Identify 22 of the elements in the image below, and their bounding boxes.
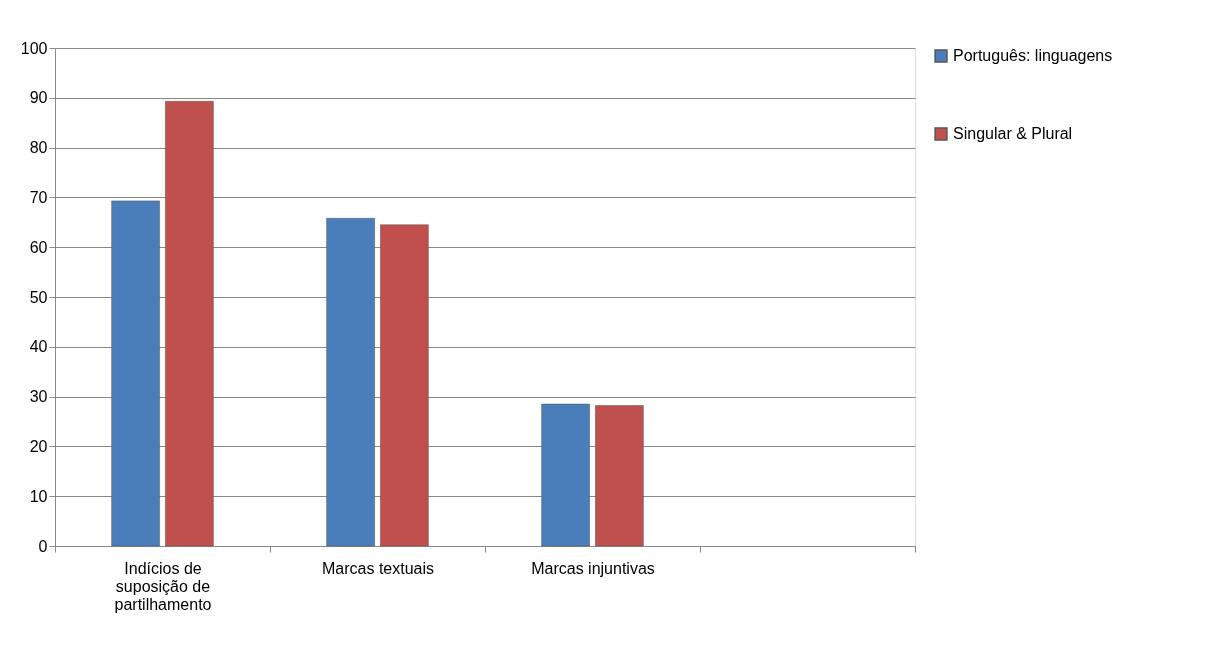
y-tick-label: 20	[29, 437, 48, 455]
legend-label: Português: linguagens	[953, 47, 1113, 64]
x-tick-label: Indícios de suposição de partilhamento	[114, 559, 212, 613]
y-tick-label: 40	[29, 338, 48, 356]
y-tick-label: 0	[38, 537, 48, 555]
y-tick-label: 70	[29, 188, 48, 206]
bar	[326, 218, 375, 547]
y-tick-label: 50	[29, 288, 48, 306]
bar	[111, 200, 160, 547]
y-tick-label: 80	[29, 139, 48, 157]
x-tick-label: Marcas injuntivas	[531, 559, 655, 577]
legend-label: Singular & Plural	[953, 125, 1073, 142]
bar	[165, 101, 214, 547]
y-tick-label: 30	[29, 388, 48, 406]
y-tick-label: 90	[29, 89, 48, 107]
bar	[595, 405, 644, 547]
y-tick-label: 60	[29, 238, 48, 256]
y-tick-label: 10	[29, 487, 48, 505]
bar	[380, 224, 429, 547]
bar	[541, 403, 590, 547]
y-tick-label: 100	[20, 39, 48, 57]
x-tick-label: Marcas textuais	[321, 559, 435, 577]
